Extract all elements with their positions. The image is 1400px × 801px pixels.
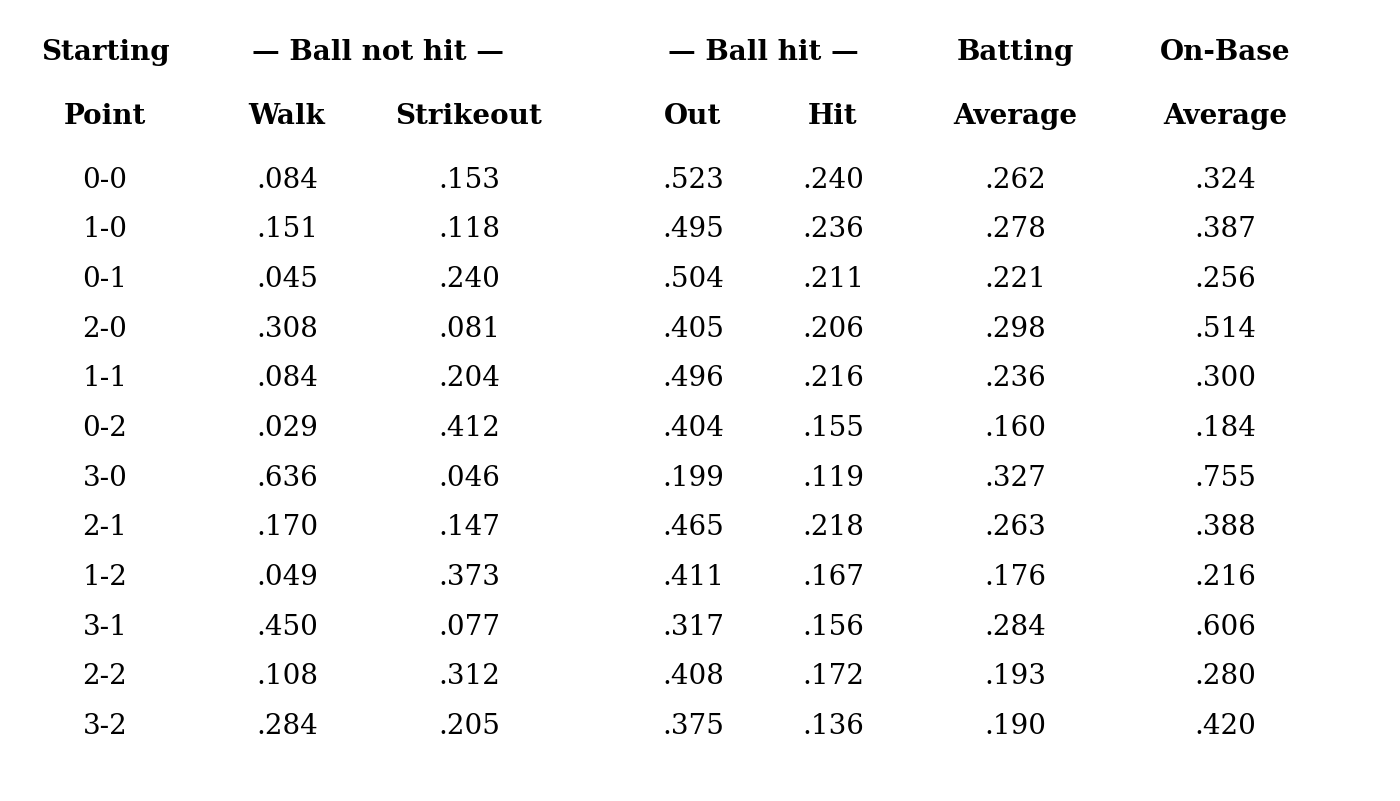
- Text: 3-2: 3-2: [83, 713, 127, 740]
- Text: .606: .606: [1194, 614, 1256, 641]
- Text: .184: .184: [1194, 415, 1256, 442]
- Text: .081: .081: [438, 316, 500, 343]
- Text: — Ball hit —: — Ball hit —: [668, 38, 858, 66]
- Text: .263: .263: [984, 514, 1046, 541]
- Text: .156: .156: [802, 614, 864, 641]
- Text: .465: .465: [662, 514, 724, 541]
- Text: .450: .450: [256, 614, 318, 641]
- Text: .375: .375: [662, 713, 724, 740]
- Text: .084: .084: [256, 167, 318, 194]
- Text: .155: .155: [802, 415, 864, 442]
- Text: On-Base: On-Base: [1159, 38, 1291, 66]
- Text: .495: .495: [662, 216, 724, 244]
- Text: .046: .046: [438, 465, 500, 492]
- Text: 0-0: 0-0: [83, 167, 127, 194]
- Text: .412: .412: [438, 415, 500, 442]
- Text: 0-1: 0-1: [83, 266, 127, 293]
- Text: .218: .218: [802, 514, 864, 541]
- Text: .284: .284: [256, 713, 318, 740]
- Text: .514: .514: [1194, 316, 1256, 343]
- Text: Average: Average: [953, 103, 1077, 130]
- Text: .300: .300: [1194, 365, 1256, 392]
- Text: .172: .172: [802, 663, 864, 690]
- Text: .324: .324: [1194, 167, 1256, 194]
- Text: .049: .049: [256, 564, 318, 591]
- Text: .420: .420: [1194, 713, 1256, 740]
- Text: .205: .205: [438, 713, 500, 740]
- Text: .308: .308: [256, 316, 318, 343]
- Text: .411: .411: [662, 564, 724, 591]
- Text: .167: .167: [802, 564, 864, 591]
- Text: .216: .216: [1194, 564, 1256, 591]
- Text: .278: .278: [984, 216, 1046, 244]
- Text: Point: Point: [64, 103, 146, 130]
- Text: .170: .170: [256, 514, 318, 541]
- Text: 1-2: 1-2: [83, 564, 127, 591]
- Text: .317: .317: [662, 614, 724, 641]
- Text: 2-2: 2-2: [83, 663, 127, 690]
- Text: .176: .176: [984, 564, 1046, 591]
- Text: Hit: Hit: [808, 103, 858, 130]
- Text: Batting: Batting: [956, 38, 1074, 66]
- Text: .118: .118: [438, 216, 500, 244]
- Text: .084: .084: [256, 365, 318, 392]
- Text: .240: .240: [802, 167, 864, 194]
- Text: 3-0: 3-0: [83, 465, 127, 492]
- Text: Out: Out: [665, 103, 721, 130]
- Text: Average: Average: [1163, 103, 1287, 130]
- Text: .280: .280: [1194, 663, 1256, 690]
- Text: .408: .408: [662, 663, 724, 690]
- Text: .119: .119: [802, 465, 864, 492]
- Text: .029: .029: [256, 415, 318, 442]
- Text: .387: .387: [1194, 216, 1256, 244]
- Text: Strikeout: Strikeout: [396, 103, 542, 130]
- Text: .373: .373: [438, 564, 500, 591]
- Text: 0-2: 0-2: [83, 415, 127, 442]
- Text: .523: .523: [662, 167, 724, 194]
- Text: 1-1: 1-1: [83, 365, 127, 392]
- Text: .284: .284: [984, 614, 1046, 641]
- Text: .405: .405: [662, 316, 724, 343]
- Text: .236: .236: [802, 216, 864, 244]
- Text: .193: .193: [984, 663, 1046, 690]
- Text: .262: .262: [984, 167, 1046, 194]
- Text: .236: .236: [984, 365, 1046, 392]
- Text: .077: .077: [438, 614, 500, 641]
- Text: — Ball not hit —: — Ball not hit —: [252, 38, 504, 66]
- Text: .298: .298: [984, 316, 1046, 343]
- Text: .240: .240: [438, 266, 500, 293]
- Text: .199: .199: [662, 465, 724, 492]
- Text: .153: .153: [438, 167, 500, 194]
- Text: 1-0: 1-0: [83, 216, 127, 244]
- Text: .388: .388: [1194, 514, 1256, 541]
- Text: 3-1: 3-1: [83, 614, 127, 641]
- Text: .204: .204: [438, 365, 500, 392]
- Text: .216: .216: [802, 365, 864, 392]
- Text: .147: .147: [438, 514, 500, 541]
- Text: Walk: Walk: [249, 103, 325, 130]
- Text: .327: .327: [984, 465, 1046, 492]
- Text: .045: .045: [256, 266, 318, 293]
- Text: .136: .136: [802, 713, 864, 740]
- Text: .496: .496: [662, 365, 724, 392]
- Text: .404: .404: [662, 415, 724, 442]
- Text: .312: .312: [438, 663, 500, 690]
- Text: .256: .256: [1194, 266, 1256, 293]
- Text: .504: .504: [662, 266, 724, 293]
- Text: 2-0: 2-0: [83, 316, 127, 343]
- Text: .211: .211: [802, 266, 864, 293]
- Text: .190: .190: [984, 713, 1046, 740]
- Text: .108: .108: [256, 663, 318, 690]
- Text: .636: .636: [256, 465, 318, 492]
- Text: .160: .160: [984, 415, 1046, 442]
- Text: .221: .221: [984, 266, 1046, 293]
- Text: .755: .755: [1194, 465, 1256, 492]
- Text: .206: .206: [802, 316, 864, 343]
- Text: 2-1: 2-1: [83, 514, 127, 541]
- Text: .151: .151: [256, 216, 318, 244]
- Text: Starting: Starting: [41, 38, 169, 66]
